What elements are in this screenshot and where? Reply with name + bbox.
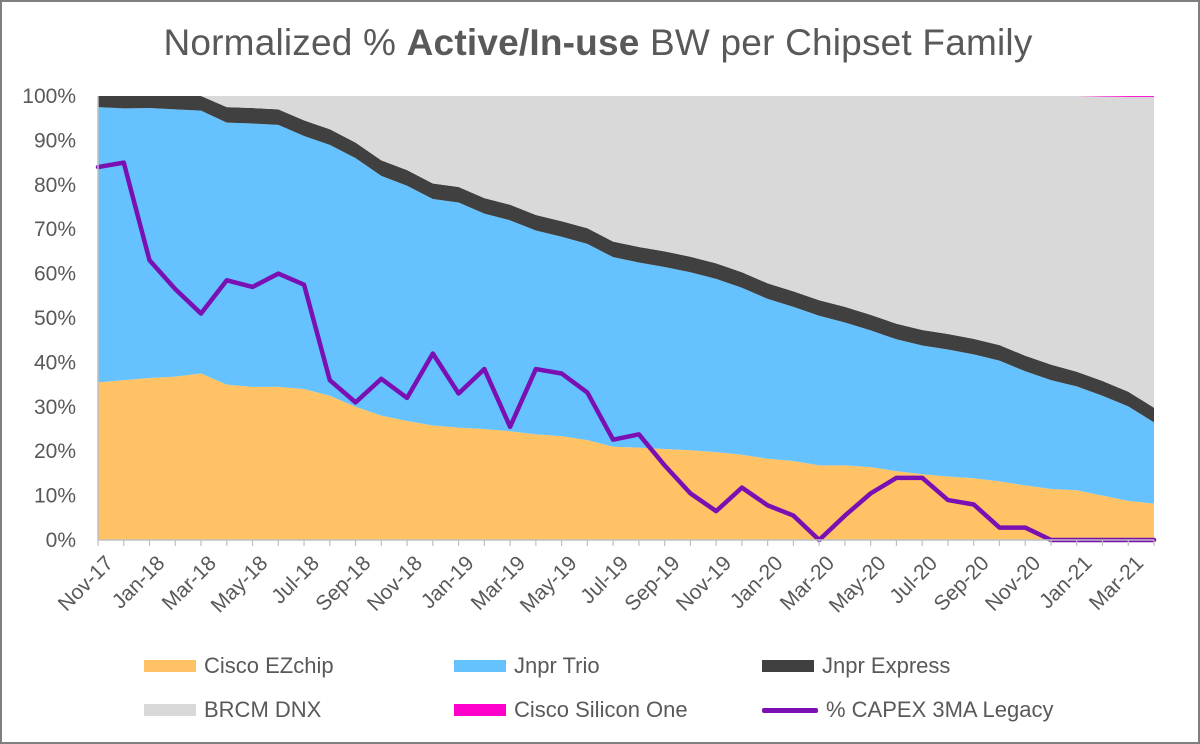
line-pct-capex-3ma-legacy: [95, 160, 1157, 543]
legend-swatch-jnpr-express: [762, 660, 814, 672]
legend-swatch-cisco-silicon-one: [454, 704, 506, 716]
legend-item-cisco-silicon-one: Cisco Silicon One: [454, 696, 688, 724]
y-tick-label: 10%: [34, 485, 76, 508]
capex-line-group: [95, 160, 1157, 543]
x-tick-label: Nov-20: [981, 552, 1045, 616]
area-brcm-dnx: [98, 96, 1154, 408]
chart-title: Normalized % Active/In-use BW per Chipse…: [0, 22, 1196, 64]
area-jnpr-express: [98, 96, 1154, 423]
x-tick-label: May-20: [825, 552, 891, 618]
legend-item-cisco-ezchip: Cisco EZchip: [144, 652, 334, 680]
legend-item-capex-3ma-legacy: % CAPEX 3MA Legacy: [762, 696, 1053, 724]
legend: Cisco EZchip Jnpr Trio Jnpr Express BRCM…: [0, 640, 1196, 740]
stacked-area-chart: 0%10%20%30%40%50%60%70%80%90%100%Nov-17J…: [22, 85, 1157, 618]
chart-title-bold: Active/In-use: [406, 22, 640, 63]
y-tick-label: 90%: [34, 129, 76, 152]
chart-title-suffix: BW per Chipset Family: [639, 22, 1033, 63]
area-series-group: [98, 96, 1154, 540]
legend-label-jnpr-trio: Jnpr Trio: [514, 653, 600, 678]
legend-item-jnpr-trio: Jnpr Trio: [454, 652, 600, 680]
y-tick-label: 20%: [34, 440, 76, 463]
x-tick-label: Jan-21: [1035, 552, 1097, 614]
legend-label-capex-3ma-legacy: % CAPEX 3MA Legacy: [826, 697, 1054, 722]
y-tick-label: 60%: [34, 263, 76, 286]
legend-label-brcm-dnx: BRCM DNX: [204, 697, 322, 722]
x-tick-label: Nov-18: [363, 552, 427, 616]
x-tick-label: Jan-18: [108, 552, 170, 614]
x-tick-label: Sep-20: [929, 552, 993, 616]
y-tick-label: 40%: [34, 351, 76, 374]
y-tick-label: 70%: [34, 218, 76, 241]
legend-label-cisco-silicon-one: Cisco Silicon One: [514, 697, 688, 722]
x-tick-label: Jan-19: [417, 552, 479, 614]
x-tick-label: Jan-20: [726, 552, 788, 614]
legend-swatch-jnpr-trio: [454, 660, 506, 672]
x-tick-label: Sep-18: [311, 552, 375, 616]
area-jnpr-trio: [98, 107, 1154, 504]
y-tick-label: 100%: [22, 85, 76, 108]
x-tick-label: Sep-19: [620, 552, 684, 616]
y-tick-label: 30%: [34, 396, 76, 419]
x-tick-label: Nov-19: [672, 552, 736, 616]
chart-title-prefix: Normalized %: [163, 22, 407, 63]
y-tick-label: 50%: [34, 307, 76, 330]
legend-label-cisco-ezchip: Cisco EZchip: [204, 653, 334, 678]
y-tick-label: 80%: [34, 174, 76, 197]
legend-item-jnpr-express: Jnpr Express: [762, 652, 950, 680]
area-cisco-ezchip: [98, 373, 1154, 540]
legend-item-brcm-dnx: BRCM DNX: [144, 696, 321, 724]
x-tick-label: Mar-21: [1085, 552, 1148, 615]
x-tick-label: May-18: [207, 552, 273, 618]
legend-swatch-capex-3ma-legacy: [762, 707, 818, 713]
legend-label-jnpr-express: Jnpr Express: [822, 653, 951, 678]
y-tick-label: 0%: [46, 529, 76, 552]
legend-swatch-brcm-dnx: [144, 704, 196, 716]
x-tick-label: Nov-17: [54, 552, 118, 616]
x-tick-label: May-19: [516, 552, 582, 618]
legend-swatch-cisco-ezchip: [144, 660, 196, 672]
